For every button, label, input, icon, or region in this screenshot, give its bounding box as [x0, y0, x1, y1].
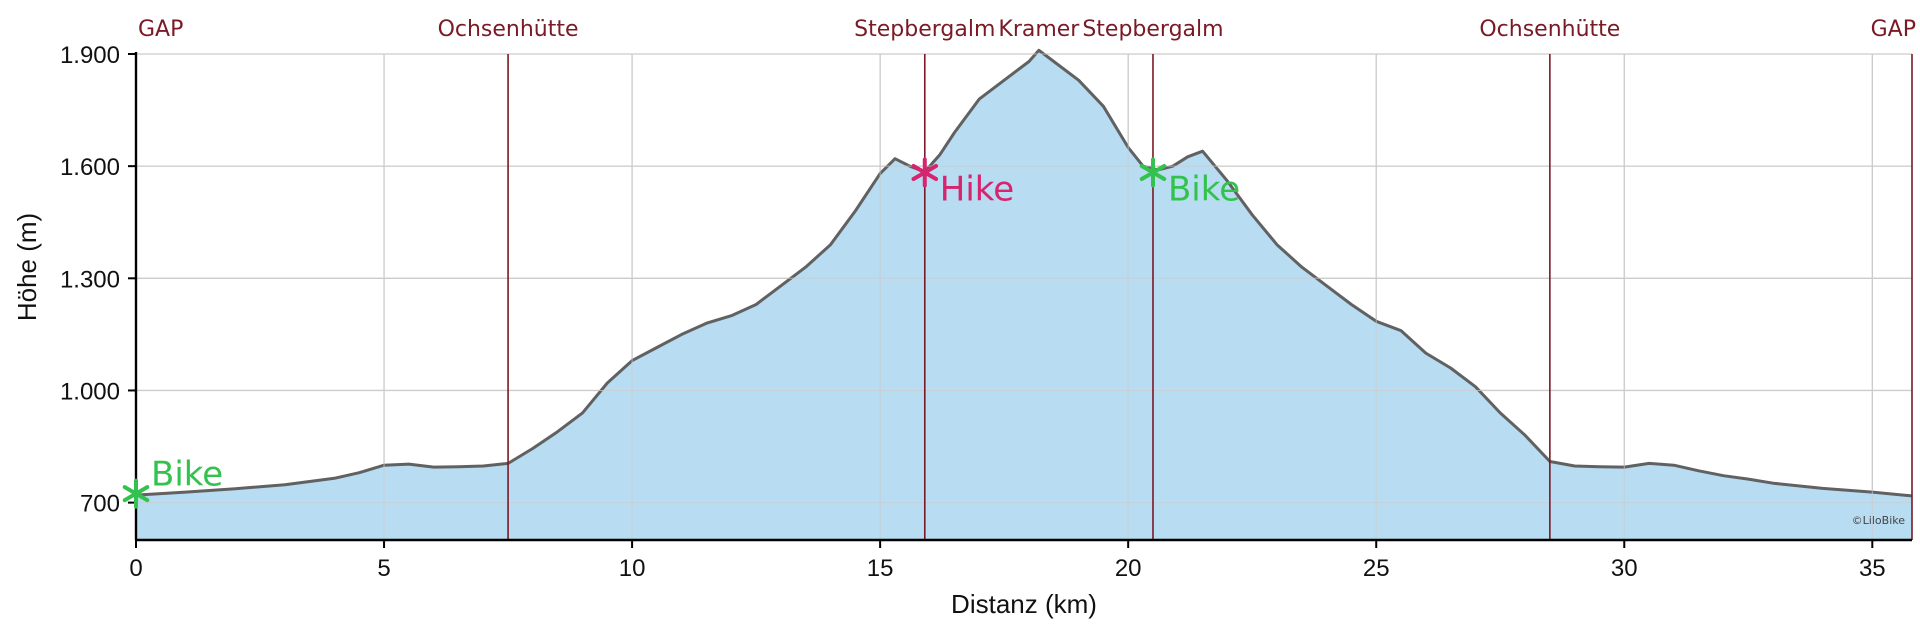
x-tick-label: 35 [1859, 555, 1886, 582]
credit-label: ©LiloBike [1852, 514, 1906, 527]
y-tick-label: 1.000 [60, 378, 120, 405]
marker-asterisk-stroke [911, 164, 939, 182]
axes: 0 5 10 15 20 25 30 35 700 1.000 1.300 1.600 1.900 [60, 42, 1912, 582]
x-tick-label: 15 [867, 555, 894, 582]
y-tick-label: 700 [80, 491, 120, 518]
y-tick-label: 1.600 [60, 154, 120, 181]
elevation-line [135, 48, 1913, 498]
x-axis-title: Distanz (km) [951, 589, 1097, 619]
y-axis-title: Höhe (m) [12, 213, 42, 321]
elevation-area [135, 48, 1913, 541]
markers: Bike Hike Bike [122, 157, 1240, 509]
waypoint-label: Ochsenhütte [438, 17, 579, 42]
waypoint-label: GAP [1871, 17, 1916, 42]
y-tick-label: 1.300 [60, 266, 120, 293]
x-tick-label: 10 [619, 555, 646, 582]
waypoint-label: Ochsenhütte [1479, 17, 1620, 42]
marker-label: Bike [1168, 170, 1240, 210]
x-tick-label: 20 [1115, 555, 1142, 582]
x-tick-label: 25 [1363, 555, 1390, 582]
elevation-fill [136, 50, 1912, 541]
waypoints: GAP Ochsenhütte Stepbergalm Kramer Stepberga… [138, 17, 1916, 540]
marker-hike-icon [911, 157, 939, 188]
waypoint-label: Stepbergalm [854, 17, 995, 42]
x-tick-label: 5 [377, 555, 390, 582]
y-tick-label: 1.900 [60, 42, 120, 69]
marker-asterisk-stroke [1139, 164, 1167, 182]
waypoint-label: GAP [138, 17, 183, 42]
x-tick-label: 0 [129, 555, 142, 582]
waypoint-label: Stepbergalm [1082, 17, 1223, 42]
marker-label: Hike [940, 170, 1014, 210]
marker-label: Bike [151, 455, 223, 495]
marker-asterisk-stroke [122, 485, 150, 503]
x-tick-label: 30 [1611, 555, 1638, 582]
marker-bike-icon [122, 478, 150, 509]
waypoint-label: Kramer [998, 17, 1080, 42]
marker-bike-icon [1139, 157, 1167, 188]
